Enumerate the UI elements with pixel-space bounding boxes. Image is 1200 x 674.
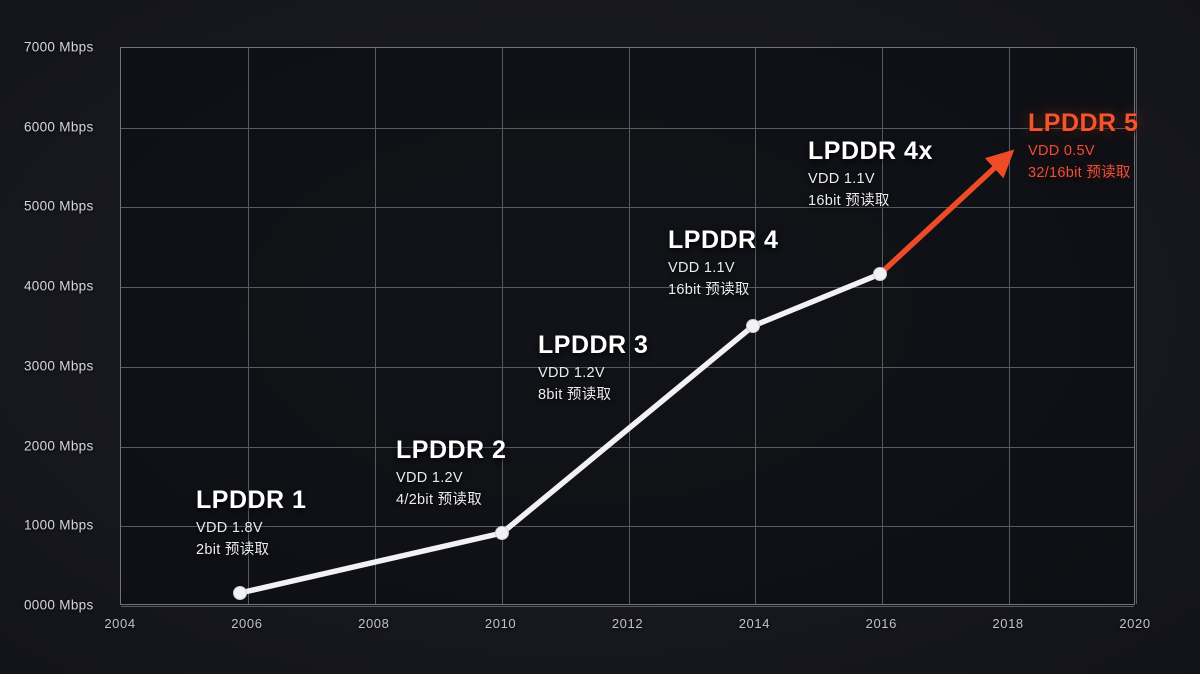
annotation-title: LPDDR 4x bbox=[808, 137, 933, 165]
annotation-voltage: VDD 1.8V bbox=[196, 520, 263, 537]
gridline-vertical bbox=[882, 48, 884, 604]
annotation-prefetch: 2bit 预读取 bbox=[196, 542, 270, 559]
gridline-horizontal bbox=[121, 446, 1134, 448]
y-tick-3000: 3000 Mbps bbox=[24, 358, 94, 374]
y-tick-2000: 2000 Mbps bbox=[24, 438, 94, 454]
annotation-title: LPDDR 5 bbox=[1028, 109, 1139, 137]
annotation-lpddr4x: LPDDR 4x VDD 1.1V 16bit 预读取 bbox=[808, 138, 933, 212]
annotation-lpddr5: LPDDR 5 VDD 0.5V 32/16bit 预读取 bbox=[1028, 110, 1138, 184]
y-tick-5000: 5000 Mbps bbox=[24, 198, 94, 214]
gridline-horizontal bbox=[121, 606, 1134, 607]
x-tick-2010: 2010 bbox=[484, 616, 517, 631]
annotation-voltage: VDD 1.2V bbox=[538, 365, 605, 382]
x-tick-2014: 2014 bbox=[738, 616, 771, 631]
x-tick-2006: 2006 bbox=[231, 616, 263, 631]
annotation-prefetch: 16bit 预读取 bbox=[668, 282, 750, 299]
annotation-prefetch: 8bit 预读取 bbox=[538, 387, 612, 404]
x-tick-2016: 2016 bbox=[865, 616, 897, 631]
gridline-vertical bbox=[501, 48, 503, 604]
gridline-horizontal bbox=[121, 127, 1134, 129]
gridline-vertical bbox=[628, 48, 630, 604]
annotation-title: LPDDR 3 bbox=[538, 331, 649, 359]
gridline-vertical bbox=[1136, 48, 1137, 604]
annotation-title: LPDDR 2 bbox=[396, 436, 507, 464]
x-tick-2008: 2008 bbox=[358, 616, 390, 631]
y-tick-4000: 4000 Mbps bbox=[24, 278, 94, 294]
gridline-vertical bbox=[1009, 48, 1011, 604]
annotation-voltage: VDD 1.2V bbox=[396, 470, 463, 487]
gridline-horizontal bbox=[121, 207, 1134, 209]
y-tick-7000: 7000 Mbps bbox=[24, 39, 94, 55]
annotation-title: LPDDR 1 bbox=[196, 486, 307, 514]
x-tick-2004: 2004 bbox=[104, 616, 136, 631]
x-tick-2018: 2018 bbox=[992, 616, 1024, 631]
annotation-voltage: VDD 1.1V bbox=[808, 171, 875, 188]
annotation-lpddr3: LPDDR 3 VDD 1.2V 8bit 预读取 bbox=[538, 332, 648, 406]
x-tick-2012: 2012 bbox=[611, 616, 644, 631]
gridline-vertical bbox=[374, 48, 376, 604]
annotation-prefetch: 4/2bit 预读取 bbox=[396, 492, 482, 509]
gridline-horizontal bbox=[121, 287, 1134, 289]
annotation-lpddr1: LPDDR 1 VDD 1.8V 2bit 预读取 bbox=[196, 487, 306, 561]
annotation-lpddr2: LPDDR 2 VDD 1.2V 4/2bit 预读取 bbox=[396, 437, 506, 511]
y-tick-1000: 1000 Mbps bbox=[24, 517, 94, 533]
x-tick-2020: 2020 bbox=[1119, 616, 1151, 631]
annotation-lpddr4: LPDDR 4 VDD 1.1V 16bit 预读取 bbox=[668, 227, 778, 301]
annotation-voltage: VDD 1.1V bbox=[668, 260, 735, 277]
annotation-prefetch: 32/16bit 预读取 bbox=[1028, 165, 1131, 182]
annotation-title: LPDDR 4 bbox=[668, 226, 779, 254]
annotation-prefetch: 16bit 预读取 bbox=[808, 193, 890, 210]
y-tick-6000: 6000 Mbps bbox=[24, 119, 94, 135]
annotation-voltage: VDD 0.5V bbox=[1028, 143, 1095, 160]
y-tick-0000: 0000 Mbps bbox=[24, 597, 94, 613]
gridline-vertical bbox=[755, 48, 757, 604]
